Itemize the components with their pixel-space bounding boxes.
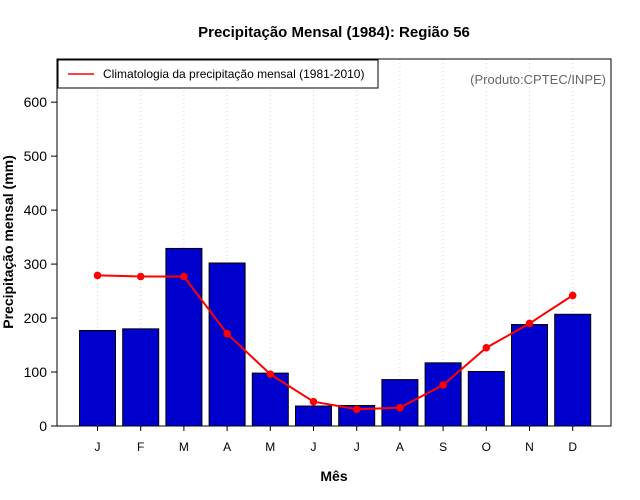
- bar-f-2: [122, 328, 160, 427]
- x-tick-label: D: [568, 440, 577, 454]
- bar-o-10: [467, 370, 505, 427]
- y-axis: 0 100 200 300 400 500 600: [24, 94, 57, 434]
- climatology-line: [97, 274, 574, 411]
- climatology-series: [93, 271, 577, 414]
- y-tick-label: 400: [24, 202, 48, 218]
- bar-a-8: [381, 379, 419, 427]
- x-axis-label: Mês: [320, 468, 347, 484]
- x-tick-label: A: [396, 440, 404, 454]
- y-tick-label: 600: [24, 94, 48, 110]
- x-tick-label: M: [265, 440, 275, 454]
- x-tick-label: J: [311, 440, 317, 454]
- bar-s-9: [424, 362, 462, 427]
- bar-j-6: [295, 405, 332, 427]
- source-note: (Produto:CPTEC/INPE): [470, 72, 606, 87]
- climatology-point-8: [396, 403, 404, 412]
- climatology-point-6: [309, 397, 318, 406]
- plot-frame: [56, 58, 612, 427]
- x-tick-label: S: [439, 440, 447, 454]
- climatology-point-2: [136, 272, 145, 281]
- climatology-point-10: [482, 343, 491, 352]
- x-tick-label: N: [525, 440, 534, 454]
- chart-title: Precipitação Mensal (1984): Região 56: [198, 24, 470, 41]
- y-tick-label: 300: [24, 256, 48, 272]
- bar-series: [79, 247, 592, 427]
- x-tick-label: J: [95, 440, 101, 454]
- y-tick-label: 100: [24, 364, 48, 380]
- climatology-point-9: [439, 381, 447, 389]
- x-tick-label: O: [482, 440, 491, 454]
- legend-box: [57, 59, 379, 89]
- y-tick-label: 200: [24, 310, 48, 326]
- x-tick-label: M: [179, 440, 189, 454]
- y-tick-label: 0: [39, 418, 47, 434]
- y-axis-label: Precipitação mensal (mm): [0, 155, 16, 329]
- x-tick-label: J: [354, 440, 360, 454]
- bar-d-12: [554, 313, 592, 427]
- x-tick-label: A: [223, 440, 231, 454]
- x-tick-label: F: [137, 440, 144, 454]
- legend: Climatologia da precipitação mensal (198…: [57, 59, 379, 89]
- y-tick-label: 500: [24, 148, 48, 164]
- bar-j-1: [79, 329, 116, 427]
- legend-entry-climatology: Climatologia da precipitação mensal (198…: [103, 67, 364, 81]
- climatology-point-5: [266, 370, 275, 378]
- bar-n-11: [511, 324, 548, 427]
- climatology-point-11: [525, 319, 534, 328]
- climatology-point-7: [352, 405, 361, 414]
- climatology-point-4: [223, 329, 231, 338]
- climatology-point-3: [180, 272, 188, 281]
- climatology-point-12: [568, 291, 577, 300]
- climatology-point-1: [93, 271, 102, 280]
